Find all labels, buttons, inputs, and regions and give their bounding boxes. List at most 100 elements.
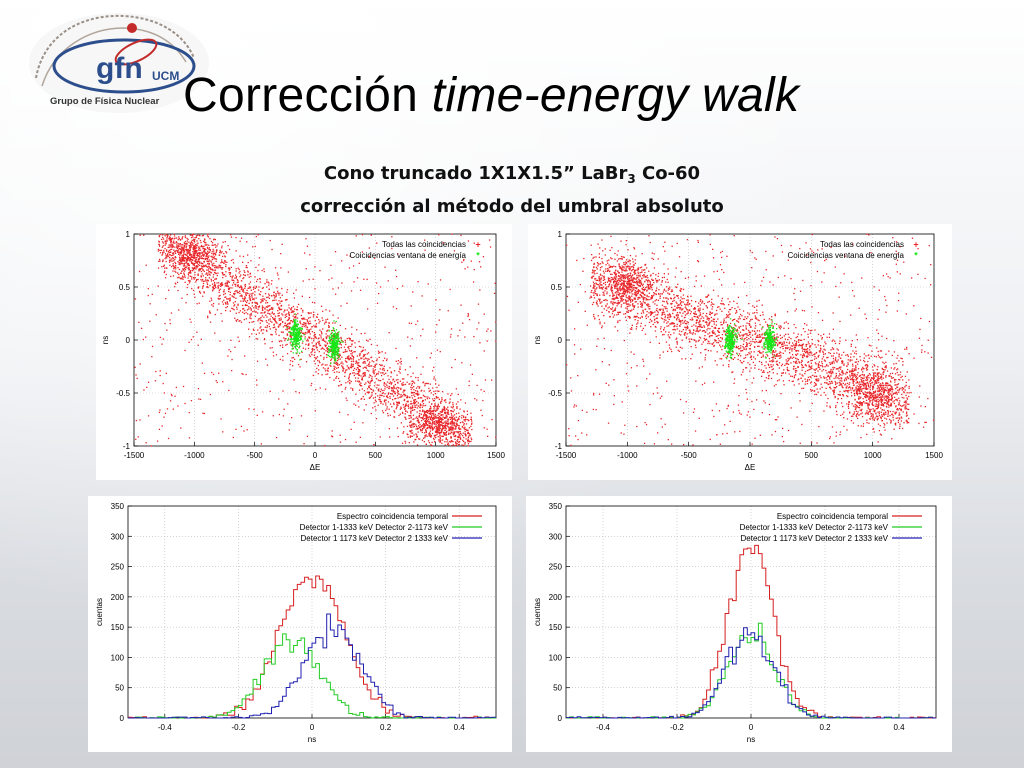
scatter-point bbox=[855, 392, 858, 395]
scatter-point bbox=[303, 322, 305, 324]
x-tick-label: 1000 bbox=[427, 451, 445, 460]
scatter-point bbox=[271, 311, 274, 313]
scatter-point bbox=[338, 411, 341, 413]
scatter-point bbox=[368, 386, 371, 389]
scatter-point bbox=[399, 413, 401, 415]
scatter-point bbox=[379, 368, 381, 370]
scatter-point bbox=[480, 266, 482, 268]
scatter-point bbox=[299, 321, 301, 324]
scatter-point bbox=[435, 436, 437, 439]
scatter-point bbox=[329, 310, 331, 312]
scatter-point bbox=[298, 352, 301, 354]
scatter-point bbox=[241, 294, 243, 296]
scatter-point bbox=[244, 304, 247, 306]
scatter-point bbox=[330, 342, 333, 345]
scatter-point bbox=[166, 257, 168, 259]
scatter-point bbox=[451, 414, 453, 416]
scatter-point bbox=[208, 263, 210, 266]
scatter-point bbox=[366, 364, 368, 367]
scatter-point bbox=[432, 437, 435, 440]
scatter-point bbox=[330, 333, 332, 336]
scatter-point bbox=[294, 321, 297, 323]
scatter-point bbox=[221, 251, 223, 253]
scatter-point bbox=[376, 302, 379, 304]
scatter-point bbox=[438, 384, 440, 386]
scatter-point bbox=[314, 363, 316, 365]
scatter-point bbox=[336, 347, 338, 349]
scatter-point bbox=[364, 375, 366, 377]
scatter-point bbox=[202, 275, 204, 277]
scatter-point bbox=[330, 346, 332, 348]
scatter-point bbox=[138, 270, 141, 273]
scatter-point bbox=[455, 413, 458, 415]
scatter-point bbox=[249, 313, 251, 316]
scatter-point bbox=[734, 340, 736, 342]
scatter-point bbox=[757, 334, 759, 336]
scatter-point bbox=[232, 436, 234, 439]
scatter-point bbox=[400, 387, 402, 389]
scatter-point bbox=[280, 267, 282, 269]
scatter-point bbox=[611, 312, 614, 315]
scatter-point bbox=[770, 319, 772, 321]
scatter-point bbox=[391, 390, 393, 392]
scatter-point bbox=[675, 338, 677, 340]
scatter-point bbox=[318, 319, 320, 321]
scatter-point bbox=[387, 415, 389, 417]
scatter-point bbox=[619, 311, 621, 313]
scatter-point bbox=[182, 268, 184, 270]
scatter-point bbox=[185, 247, 187, 249]
scatter-point bbox=[447, 412, 449, 414]
scatter-point bbox=[300, 308, 302, 310]
scatter-point bbox=[457, 432, 459, 434]
scatter-point bbox=[224, 292, 226, 295]
scatter-point bbox=[193, 268, 195, 270]
scatter-point bbox=[199, 239, 202, 242]
scatter-point bbox=[296, 309, 299, 311]
scatter-point bbox=[289, 342, 291, 344]
scatter-point bbox=[432, 413, 434, 415]
scatter-point bbox=[348, 350, 351, 352]
scatter-point bbox=[720, 324, 722, 326]
scatter-point bbox=[335, 345, 338, 347]
scatter-point bbox=[232, 308, 234, 310]
scatter-point bbox=[420, 413, 422, 415]
scatter-point bbox=[422, 366, 424, 368]
scatter-point bbox=[214, 332, 216, 334]
scatter-point bbox=[848, 389, 850, 392]
scatter-point bbox=[896, 369, 898, 371]
scatter-point bbox=[328, 322, 330, 324]
scatter-point bbox=[315, 326, 318, 328]
scatter-point bbox=[186, 240, 188, 242]
scatter-point bbox=[414, 400, 416, 402]
scatter-point bbox=[452, 405, 454, 408]
scatter-point bbox=[182, 247, 184, 250]
scatter-point bbox=[292, 327, 294, 329]
scatter-point bbox=[592, 257, 594, 259]
scatter-point bbox=[315, 323, 318, 325]
scatter-point bbox=[413, 399, 415, 401]
scatter-point bbox=[288, 339, 290, 341]
scatter-point bbox=[437, 436, 439, 438]
scatter-point bbox=[447, 418, 449, 420]
scatter-point bbox=[254, 305, 257, 307]
scatter-point bbox=[413, 423, 415, 425]
scatter-point bbox=[195, 250, 198, 252]
scatter-point bbox=[242, 300, 244, 302]
scatter-point bbox=[722, 354, 725, 357]
scatter-point bbox=[213, 238, 215, 240]
scatter-point bbox=[310, 384, 312, 387]
scatter-point bbox=[224, 241, 226, 243]
scatter-point bbox=[349, 379, 351, 382]
scatter-point bbox=[234, 283, 236, 285]
scatter-point bbox=[220, 285, 222, 287]
scatter-point bbox=[726, 325, 729, 327]
scatter-point bbox=[462, 432, 464, 434]
scatter-point bbox=[486, 428, 488, 430]
title-italic: time-energy walk bbox=[431, 69, 800, 122]
scatter-point bbox=[464, 336, 466, 338]
scatter-point bbox=[873, 375, 875, 377]
scatter-point bbox=[217, 286, 220, 289]
scatter-point bbox=[373, 366, 375, 368]
scatter-point bbox=[357, 370, 359, 372]
scatter-point bbox=[240, 274, 242, 276]
